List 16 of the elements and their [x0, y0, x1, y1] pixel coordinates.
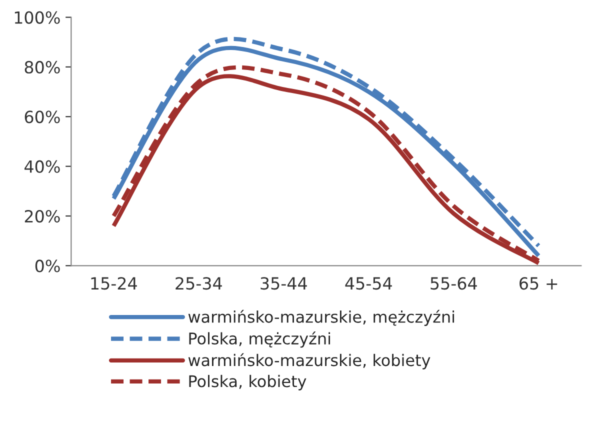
y-tick-label: 80% — [24, 60, 60, 74]
legend-label: warmińsko-mazurskie, mężczyźni — [188, 310, 454, 326]
y-tick-label: 100% — [14, 11, 60, 24]
legend-label: Polska, kobiety — [189, 374, 306, 390]
y-tick-label: 20% — [24, 210, 60, 223]
y-tick-label: 0% — [35, 260, 60, 272]
x-tick-label: 45-54 — [345, 277, 392, 290]
x-tick-label: 65 + — [520, 277, 558, 290]
y-tick-label: 60% — [24, 110, 60, 124]
x-tick-label: 35-44 — [260, 277, 307, 290]
x-tick-label: 25-34 — [176, 277, 222, 290]
x-tick-label: 55-64 — [430, 277, 477, 290]
legend-label: Polska, mężczyźni — [189, 332, 330, 348]
legend-label: warmińsko-mazurskie, kobiety — [188, 353, 430, 370]
y-tick-label: 40% — [24, 160, 60, 173]
x-tick-label: 15-24 — [91, 277, 137, 290]
